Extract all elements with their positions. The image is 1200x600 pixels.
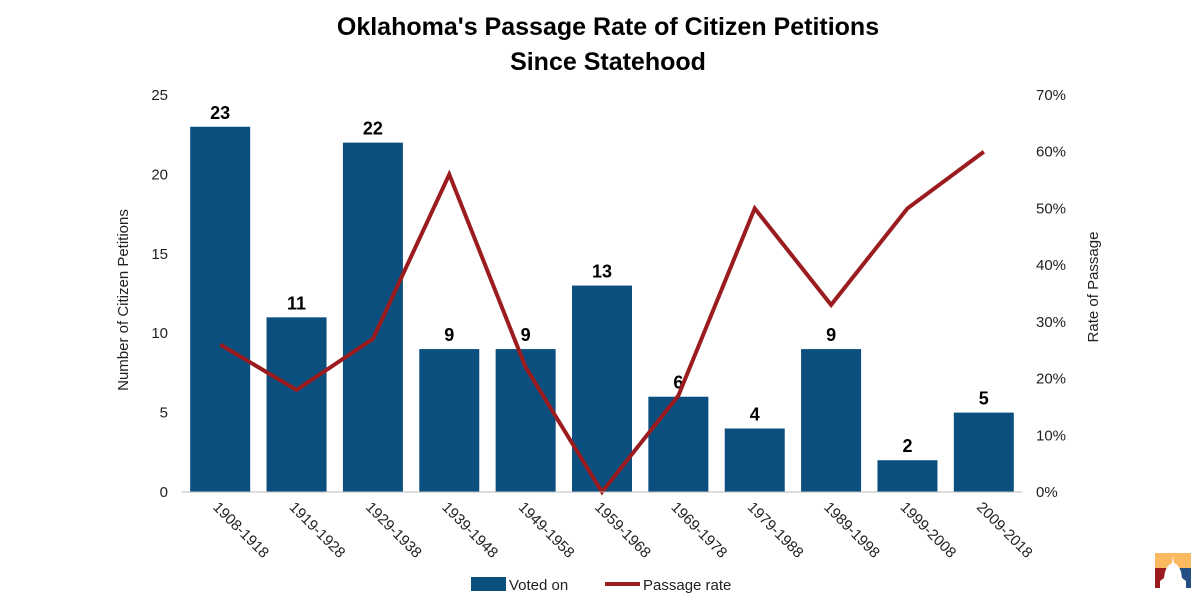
capitol-dome-logo	[1155, 553, 1191, 588]
legend-bar-swatch	[471, 577, 506, 591]
y-axis-label: Number of Citizen Petitions	[115, 209, 132, 391]
data-label-1979-1988: 4	[750, 404, 760, 424]
bar-1969-1978	[648, 396, 709, 492]
y-tick-25: 25	[151, 87, 168, 104]
data-label-1919-1928: 11	[287, 293, 306, 313]
x-tick-1999-2008: 1999-2008	[897, 499, 960, 562]
data-label-1989-1998: 9	[826, 325, 836, 345]
bar-2009-2018	[953, 412, 1014, 492]
chart-title-line1: Oklahoma's Passage Rate of Citizen Petit…	[337, 13, 879, 41]
y2-tick-20%: 20%	[1036, 371, 1066, 388]
bar-1999-2008	[877, 460, 938, 492]
data-label-1999-2008: 2	[902, 436, 912, 456]
x-tick-1939-1948: 1939-1948	[438, 499, 501, 562]
y2-axis-label: Rate of Passage	[1085, 232, 1102, 343]
y-tick-15: 15	[151, 246, 168, 263]
x-tick-1919-1928: 1919-1928	[286, 499, 349, 562]
y-tick-20: 20	[151, 166, 168, 183]
y2-tick-60%: 60%	[1036, 144, 1066, 161]
bar-1908-1918	[190, 126, 251, 492]
bar-1949-1958	[495, 349, 556, 492]
x-tick-1929-1938: 1929-1938	[362, 499, 425, 562]
legend-label-voted-on: Voted on	[509, 577, 568, 594]
bar-1939-1948	[419, 349, 480, 492]
x-tick-1959-1968: 1959-1968	[591, 499, 654, 562]
x-tick-1969-1978: 1969-1978	[668, 499, 731, 562]
data-label-1929-1938: 22	[363, 119, 383, 139]
legend-label-passage-rate: Passage rate	[643, 577, 731, 594]
y2-tick-40%: 40%	[1036, 257, 1066, 274]
y-tick-10: 10	[151, 325, 168, 342]
legend: Voted on Passage rate	[471, 577, 731, 594]
y2-tick-0%: 0%	[1036, 484, 1058, 501]
y2-tick-70%: 70%	[1036, 87, 1066, 104]
x-tick-1908-1918: 1908-1918	[209, 499, 272, 562]
chart-title-line2: Since Statehood	[510, 48, 706, 76]
data-label-1939-1948: 9	[444, 325, 454, 345]
bar-1919-1928	[266, 317, 327, 492]
x-tick-1979-1988: 1979-1988	[744, 499, 807, 562]
data-label-2009-2018: 5	[979, 389, 989, 409]
bar-1929-1938	[342, 142, 403, 492]
y2-tick-10%: 10%	[1036, 427, 1066, 444]
data-label-1949-1958: 9	[521, 325, 531, 345]
y2-tick-30%: 30%	[1036, 314, 1066, 331]
data-label-1908-1918: 23	[210, 103, 230, 123]
x-tick-2009-2018: 2009-2018	[973, 499, 1036, 562]
x-tick-1989-1998: 1989-1998	[820, 499, 883, 562]
y2-tick-50%: 50%	[1036, 200, 1066, 217]
data-label-1969-1978: 6	[673, 373, 683, 393]
y-tick-5: 5	[160, 405, 168, 422]
bar-1979-1988	[724, 428, 785, 492]
x-tick-1949-1958: 1949-1958	[515, 499, 578, 562]
bar-1989-1998	[801, 349, 862, 492]
data-label-1959-1968: 13	[592, 262, 612, 282]
y-tick-0: 0	[160, 484, 168, 501]
